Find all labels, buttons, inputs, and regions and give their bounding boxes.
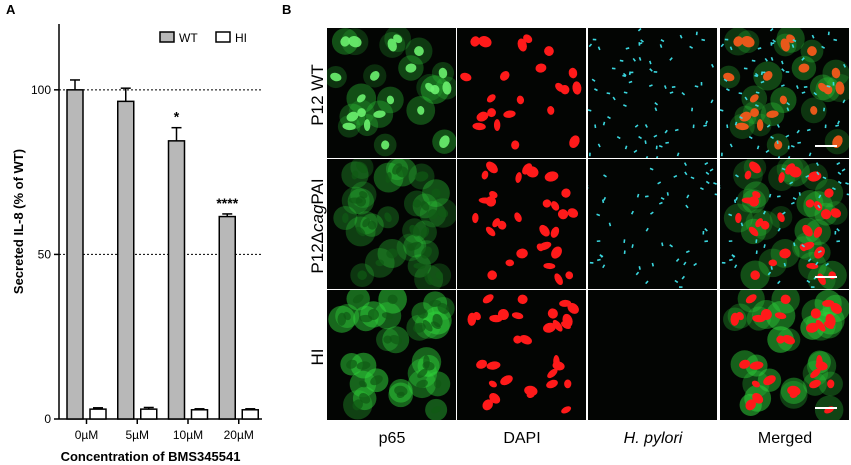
y-axis-label: Secreted IL-8 (% of WT) bbox=[11, 149, 26, 294]
micrograph-image bbox=[472, 161, 579, 286]
micrograph-p12-wt-p65 bbox=[327, 28, 456, 158]
col-label-merged: Merged bbox=[757, 430, 813, 447]
bar-wt-1 bbox=[117, 100, 135, 420]
y-tick-label-100: 100 bbox=[31, 83, 51, 97]
micrograph-image bbox=[333, 159, 456, 289]
legend-label-hi: HI bbox=[235, 31, 247, 45]
micrograph-p12-cagpai-p65 bbox=[327, 159, 456, 289]
row-label-p12-wt: P12 WT bbox=[308, 64, 327, 126]
col-label-dapi: DAPI bbox=[503, 430, 541, 447]
micrograph-image bbox=[723, 290, 849, 420]
panel-b-letter: B bbox=[282, 2, 292, 17]
micrograph-image bbox=[467, 294, 579, 414]
bar-hi-2 bbox=[190, 409, 209, 420]
scale-bar bbox=[815, 145, 837, 147]
scale-bar bbox=[815, 407, 837, 409]
bar-hi-3 bbox=[241, 409, 259, 420]
micrograph-hi-h-pylori bbox=[588, 290, 717, 420]
x-tick-label-3: 20µM bbox=[224, 428, 254, 442]
micrograph-p12-cagpai-h-pylori bbox=[588, 159, 717, 289]
row-label-hi: HI bbox=[308, 348, 327, 366]
legend-swatch-wt bbox=[159, 31, 175, 43]
scale-bar bbox=[815, 276, 837, 278]
micrograph-hi-dapi bbox=[457, 290, 586, 420]
micrograph-p12-cagpai-dapi bbox=[457, 159, 586, 289]
micrograph-hi-p65 bbox=[327, 290, 456, 420]
bar-wt-3 bbox=[218, 215, 236, 420]
row-label-prefix: P12Δ bbox=[308, 231, 327, 274]
micrograph-image bbox=[460, 34, 582, 150]
bar-hi-0 bbox=[89, 408, 107, 420]
legend-swatch-hi bbox=[215, 31, 231, 43]
micrograph-p12-wt-dapi bbox=[457, 28, 586, 158]
micrograph-image bbox=[588, 28, 715, 158]
y-tick-label-0: 0 bbox=[44, 412, 51, 426]
bar-wt-2 bbox=[167, 140, 186, 420]
micrograph-image bbox=[588, 161, 717, 288]
x-axis-label: Concentration of BMS345541 bbox=[61, 449, 241, 464]
micrograph-hi-merged bbox=[720, 290, 849, 420]
y-tick-label-50: 50 bbox=[38, 247, 52, 261]
micrograph-image bbox=[328, 290, 455, 420]
legend-label-wt: WT bbox=[179, 31, 198, 45]
micrograph-image bbox=[588, 290, 717, 420]
row-label-suffix: PAI bbox=[308, 178, 327, 205]
row-label-italic: cag bbox=[308, 204, 327, 232]
micrograph-p12-wt-h-pylori bbox=[588, 28, 717, 158]
x-tick-label-2: 10µM bbox=[173, 428, 203, 442]
col-label-h-pylori: H. pylori bbox=[623, 430, 683, 447]
panel-a-letter: A bbox=[6, 2, 16, 17]
bar-chart: 0 50 100 Secreted IL-8 (% of WT) Concentrati… bbox=[11, 24, 262, 464]
micrograph-p12-wt-merged bbox=[720, 28, 849, 158]
bar-hi-1 bbox=[140, 408, 158, 420]
micrograph-image bbox=[720, 28, 849, 158]
micrograph-image bbox=[327, 28, 456, 157]
significance-marker-3: **** bbox=[216, 195, 238, 211]
x-tick-label-0: 0µM bbox=[75, 428, 99, 442]
micrograph-image bbox=[720, 159, 849, 289]
row-label-p12-cagpai: P12ΔcagPAI bbox=[308, 161, 328, 291]
x-tick-label-1: 5µM bbox=[125, 428, 149, 442]
bar-wt-0 bbox=[66, 89, 84, 420]
micrograph-p12-cagpai-merged bbox=[720, 159, 849, 289]
col-label-p65: p65 bbox=[378, 430, 406, 447]
significance-marker-2: * bbox=[174, 109, 180, 125]
